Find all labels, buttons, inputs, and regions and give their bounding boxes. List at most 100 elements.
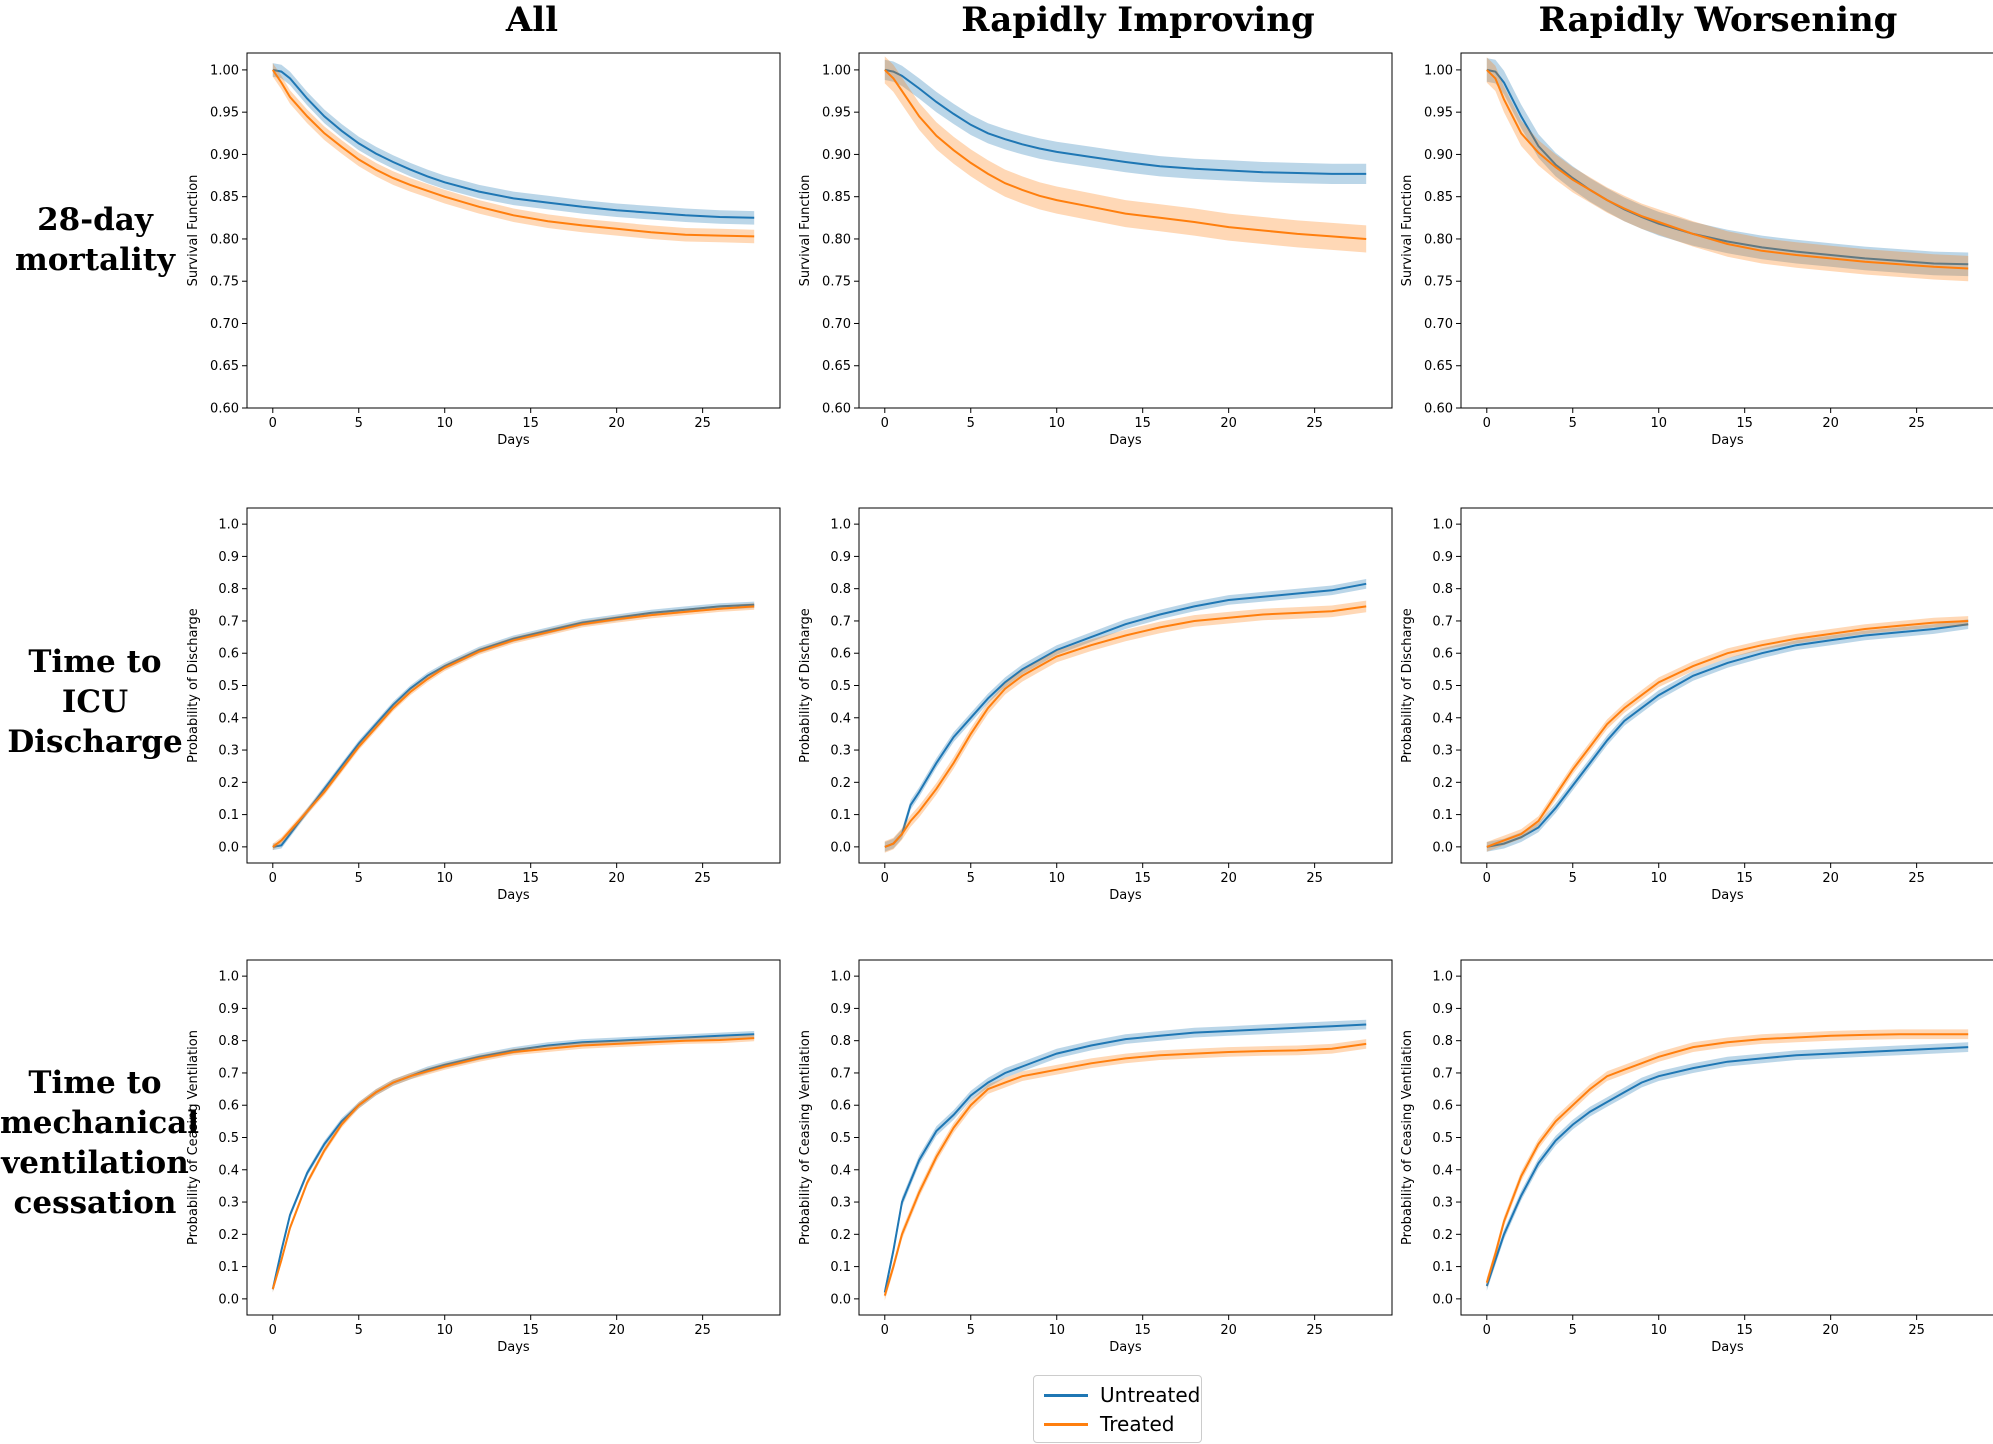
y-tick-label: 1.00 <box>1424 63 1453 78</box>
y-tick-label: 0.9 <box>218 1002 239 1017</box>
y-tick-label: 1.0 <box>1432 970 1453 985</box>
x-axis-label: Days <box>497 433 530 448</box>
y-tick-label: 0.8 <box>218 582 239 597</box>
ci-band-untreated <box>884 59 1367 184</box>
x-tick-label: 15 <box>522 1323 539 1338</box>
y-tick-label: 0.4 <box>830 711 851 726</box>
y-tick-label: 0.65 <box>822 359 851 374</box>
y-tick-label: 0.0 <box>1432 840 1453 855</box>
y-axis-label: Probability of Ceasing Ventilation <box>186 1030 201 1245</box>
y-tick-label: 1.0 <box>218 970 239 985</box>
y-tick-label: 0.8 <box>830 582 851 597</box>
series-line-treated <box>271 69 755 238</box>
ci-band-treated <box>1486 1029 1969 1288</box>
chart-panel: 0 5 10 15 20 25 0.0 0.1 0.2 0.3 0.4 0.5 0.6 0.7 0.8 0.9… <box>1400 959 1993 1355</box>
y-tick-label: 0.1 <box>218 808 239 823</box>
x-axis-label: Days <box>1711 888 1744 903</box>
x-tick-label: 5 <box>967 871 975 886</box>
y-tick-label: 0.0 <box>218 1292 239 1307</box>
legend: Untreated Treated <box>1033 1375 1202 1443</box>
y-tick-label: 0.8 <box>830 1034 851 1049</box>
y-tick-label: 0.80 <box>1424 232 1453 247</box>
y-tick-label: 0.7 <box>218 614 239 629</box>
x-tick-label: 0 <box>269 1323 277 1338</box>
y-tick-label: 0.0 <box>1432 1292 1453 1307</box>
y-tick-label: 0.7 <box>1432 1066 1453 1081</box>
ci-band-untreated <box>884 579 1367 852</box>
series-line-treated <box>884 605 1367 848</box>
y-tick-label: 0.2 <box>1432 1228 1453 1243</box>
chart-panel: 0 5 10 15 20 25 0.0 0.1 0.2 0.3 0.4 0.5 0.6 0.7 0.8 0.9… <box>186 507 781 903</box>
row-label-ventilation-cessation: Time to mechanical ventilation cessation <box>0 1063 199 1223</box>
x-tick-label: 25 <box>694 1323 711 1338</box>
x-axis-label: Days <box>1711 433 1744 448</box>
x-tick-label: 5 <box>1569 1323 1577 1338</box>
x-tick-label: 25 <box>1306 871 1323 886</box>
y-tick-label: 0.6 <box>218 1099 239 1114</box>
series-line-treated <box>1485 1033 1969 1283</box>
y-tick-label: 0.2 <box>830 776 851 791</box>
x-tick-label: 0 <box>269 416 277 431</box>
y-tick-label: 0.6 <box>1432 1099 1453 1114</box>
legend-label-untreated: Untreated <box>1100 1383 1201 1407</box>
x-tick-label: 10 <box>1048 416 1065 431</box>
y-tick-label: 0.60 <box>210 402 239 417</box>
y-tick-label: 0.6 <box>218 647 239 662</box>
series-line-treated <box>1486 69 1969 270</box>
y-tick-label: 0.65 <box>1424 359 1453 374</box>
x-tick-label: 25 <box>1908 416 1925 431</box>
ci-band-treated <box>272 1034 755 1293</box>
x-tick-label: 20 <box>1822 871 1839 886</box>
y-tick-label: 0.80 <box>210 232 239 247</box>
x-tick-label: 20 <box>608 871 625 886</box>
y-tick-label: 0.3 <box>830 744 851 759</box>
plot-frame <box>246 507 781 864</box>
y-tick-label: 0.4 <box>1432 1163 1453 1178</box>
y-tick-label: 0.60 <box>1424 402 1453 417</box>
x-tick-label: 0 <box>1483 1323 1491 1338</box>
y-tick-label: 1.00 <box>822 63 851 78</box>
plot-frame <box>858 507 1393 864</box>
x-tick-label: 0 <box>1483 871 1491 886</box>
y-tick-label: 1.0 <box>830 518 851 533</box>
y-tick-label: 0.3 <box>1432 1196 1453 1211</box>
y-tick-label: 0.90 <box>1424 148 1453 163</box>
ci-band-untreated <box>272 63 755 225</box>
y-tick-label: 0.75 <box>822 275 851 290</box>
y-tick-label: 0.1 <box>830 1260 851 1275</box>
ci-band-untreated <box>1486 1042 1969 1291</box>
y-tick-label: 0.1 <box>218 1260 239 1275</box>
x-tick-label: 0 <box>881 416 889 431</box>
x-tick-label: 15 <box>1134 416 1151 431</box>
y-axis-label: Probability of Ceasing Ventilation <box>798 1030 813 1245</box>
x-tick-label: 20 <box>1822 1323 1839 1338</box>
x-tick-label: 5 <box>1569 416 1577 431</box>
plot-frame <box>858 52 1393 409</box>
y-tick-label: 0.8 <box>1432 1034 1453 1049</box>
y-tick-label: 0.0 <box>218 840 239 855</box>
y-tick-label: 0.5 <box>218 1131 239 1146</box>
x-tick-label: 10 <box>1048 1323 1065 1338</box>
series-line-untreated <box>884 582 1367 848</box>
y-axis-label: Probability of Discharge <box>1400 608 1415 763</box>
x-tick-label: 15 <box>1736 416 1753 431</box>
x-tick-label: 20 <box>1822 416 1839 431</box>
y-tick-label: 1.0 <box>1432 518 1453 533</box>
x-tick-label: 0 <box>881 1323 889 1338</box>
x-axis-label: Days <box>1109 1340 1142 1355</box>
y-tick-label: 0.95 <box>822 106 851 121</box>
y-tick-label: 0.7 <box>830 614 851 629</box>
x-axis-label: Days <box>1109 433 1142 448</box>
ci-band-treated <box>1486 57 1969 282</box>
y-tick-label: 0.2 <box>218 776 239 791</box>
column-header-rapidly-improving: Rapidly Improving <box>961 0 1315 40</box>
x-tick-label: 20 <box>608 416 625 431</box>
chart-panel: 0 5 10 15 20 25 0.0 0.1 0.2 0.3 0.4 0.5 0.6 0.7 0.8 0.9… <box>1400 507 1993 903</box>
y-tick-label: 0.3 <box>218 1196 239 1211</box>
row-label-line: Discharge <box>7 724 183 760</box>
x-tick-label: 25 <box>1306 1323 1323 1338</box>
y-tick-label: 0.75 <box>1424 275 1453 290</box>
x-axis-label: Days <box>497 1340 530 1355</box>
x-tick-label: 10 <box>436 1323 453 1338</box>
